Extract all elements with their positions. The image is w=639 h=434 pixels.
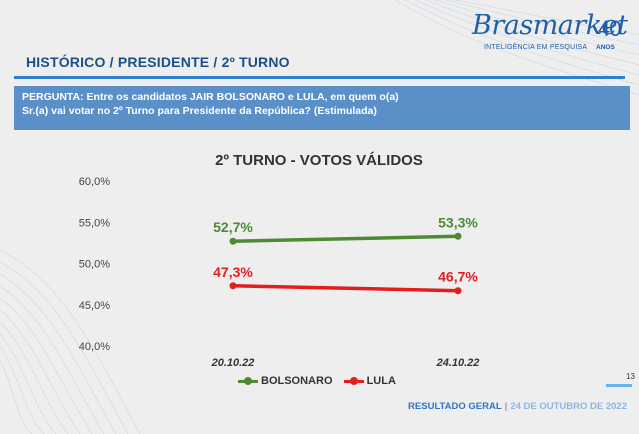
chart-legend: BOLSONARO LULA xyxy=(238,375,404,387)
legend-swatch-lula xyxy=(343,376,364,385)
chart-title: 2º TURNO - VOTOS VÁLIDOS xyxy=(215,152,423,169)
y-tick-label: 45,0% xyxy=(79,300,110,312)
brand-badge-sub: ANOS xyxy=(596,44,615,51)
data-label-bolsonaro: 53,3% xyxy=(438,214,478,230)
section-title: HISTÓRICO / PRESIDENTE / 2º TURNO xyxy=(26,54,290,70)
footer-separator: | xyxy=(504,401,508,412)
series-line-lula xyxy=(231,284,460,293)
question-line-1: PERGUNTA: Entre os candidatos JAIR BOLSO… xyxy=(22,91,399,103)
data-point-lula xyxy=(229,282,237,290)
brand-name: Brasmarket xyxy=(472,10,628,41)
brand-badge: 40 xyxy=(598,16,622,41)
y-tick-label: 60,0% xyxy=(79,176,110,188)
data-label-bolsonaro: 52,7% xyxy=(213,219,253,235)
data-label-lula: 46,7% xyxy=(438,269,478,285)
brand-logo: Brasmarket 40 INTELIGÊNCIA EM PESQUISA A… xyxy=(470,10,630,58)
page-indicator-bar xyxy=(606,384,632,387)
y-tick-label: 55,0% xyxy=(79,217,110,229)
footer: RESULTADO GERAL | 24 DE OUTUBRO DE 2022 xyxy=(408,401,627,412)
footer-date: 24 DE OUTUBRO DE 2022 xyxy=(510,401,627,412)
series-line-bolsonaro xyxy=(231,234,460,243)
page-number: 13 xyxy=(626,372,635,381)
x-tick-label: 20.10.22 xyxy=(211,357,255,369)
legend-item-bolsonaro: BOLSONARO xyxy=(238,375,333,387)
question-box: PERGUNTA: Entre os candidatos JAIR BOLSO… xyxy=(14,86,630,130)
y-tick-label: 50,0% xyxy=(79,259,110,271)
legend-item-lula: LULA xyxy=(343,375,396,387)
data-point-bolsonaro xyxy=(229,237,237,245)
footer-label: RESULTADO GERAL xyxy=(408,401,502,412)
title-divider xyxy=(14,76,625,79)
brand-tagline: INTELIGÊNCIA EM PESQUISA xyxy=(484,44,588,51)
legend-swatch-bolsonaro xyxy=(238,376,258,385)
legend-label-lula: LULA xyxy=(366,375,396,387)
data-point-lula xyxy=(454,287,462,295)
data-label-lula: 47,3% xyxy=(213,264,253,280)
x-tick-label: 24.10.22 xyxy=(436,357,480,369)
data-point-bolsonaro xyxy=(454,232,462,240)
question-line-2: Sr.(a) vai votar no 2º Turno para Presid… xyxy=(22,105,377,117)
legend-label-bolsonaro: BOLSONARO xyxy=(261,375,333,387)
y-tick-label: 40,0% xyxy=(79,341,110,353)
